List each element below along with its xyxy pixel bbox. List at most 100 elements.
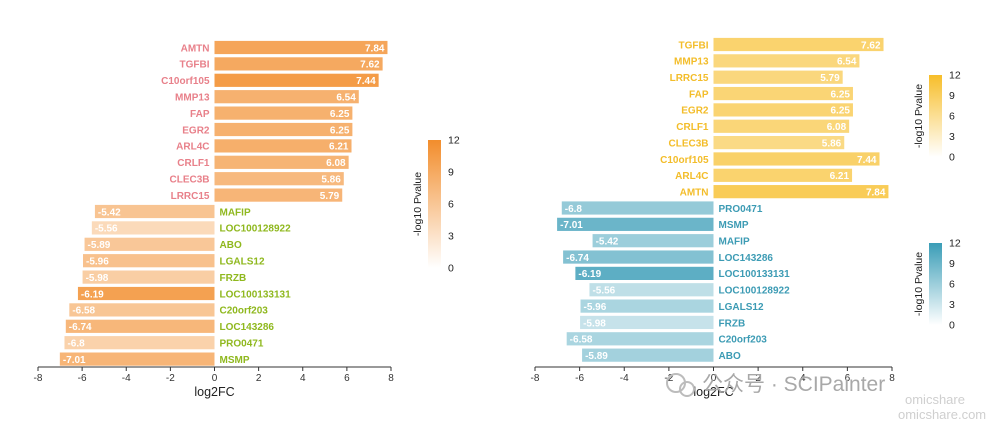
- bar-value-label: 5.86: [321, 175, 341, 186]
- bar-value-label: 6.21: [329, 142, 349, 153]
- bar-value-label: 6.54: [837, 57, 857, 68]
- bar-value-label: -5.56: [592, 286, 615, 297]
- category-label: AMTN: [680, 187, 709, 198]
- legend-tick-up: 6: [949, 111, 955, 123]
- legend-tick-up: 12: [949, 70, 961, 82]
- legend-tick-p0: 3: [448, 231, 454, 243]
- bar-clec3b: [214, 172, 344, 186]
- bar-value-label: 6.21: [830, 171, 850, 182]
- bar-value-label: 5.79: [320, 191, 340, 202]
- x-axis-title: log2FC: [194, 385, 234, 399]
- bar-value-label: 7.84: [365, 43, 385, 54]
- x-tick-label: 8: [388, 373, 394, 384]
- bar-lgals12: [580, 299, 714, 313]
- watermark-logo-icon: [679, 381, 695, 397]
- x-tick-label: -6: [575, 373, 584, 384]
- category-label: PRO0471: [220, 339, 264, 350]
- category-label: MAFIP: [719, 237, 750, 248]
- category-label: LOC143286: [220, 322, 275, 333]
- category-label: CLEC3B: [169, 175, 209, 186]
- bar-fap: [713, 86, 853, 101]
- bar-value-label: 7.44: [857, 155, 877, 166]
- category-label: FAP: [190, 109, 210, 120]
- x-tick-label: -4: [122, 373, 131, 384]
- legend-tick-p0: 9: [448, 167, 454, 179]
- bar-arl4c: [713, 168, 853, 182]
- legend-tick-p0: 6: [448, 199, 454, 211]
- bar-loc100128922: [91, 221, 215, 235]
- bar-fap: [214, 106, 353, 120]
- legend-colorbar-p0: [428, 140, 441, 268]
- bar-value-label: 5.86: [822, 138, 842, 149]
- bar-loc143286: [65, 319, 215, 333]
- bar-frzb: [82, 270, 215, 284]
- category-label: CLEC3B: [668, 138, 708, 149]
- bar-msmp: [557, 217, 714, 231]
- bar-value-label: -5.56: [95, 224, 118, 235]
- bar-value-label: -5.89: [585, 351, 608, 362]
- category-label: LOC100133131: [719, 269, 791, 280]
- bar-mmp13: [214, 90, 359, 104]
- category-label: MMP13: [674, 57, 709, 68]
- bar-tgfbi: [713, 37, 884, 52]
- x-tick-label: 6: [344, 373, 350, 384]
- legend-title-up: -log10 Pvalue: [913, 84, 925, 148]
- x-tick-label: 2: [755, 373, 761, 384]
- bar-amtn: [214, 40, 388, 55]
- bar-c10orf105: [713, 152, 880, 166]
- category-label: LRRC15: [171, 191, 210, 202]
- bar-clec3b: [713, 136, 845, 150]
- legend-tick-p0: 12: [448, 135, 460, 147]
- bar-value-label: -5.98: [583, 318, 606, 329]
- legend-tick-p0: 0: [448, 263, 454, 275]
- category-label: LGALS12: [220, 257, 265, 268]
- x-tick-label: -6: [78, 373, 87, 384]
- legend-tick-down: 12: [949, 238, 961, 250]
- category-label: C10orf105: [660, 155, 709, 166]
- bar-value-label: -7.01: [560, 220, 583, 231]
- category-label: EGR2: [182, 125, 210, 136]
- category-label: TGFBI: [180, 60, 210, 71]
- category-label: MMP13: [175, 93, 210, 104]
- category-label: MSMP: [719, 220, 749, 231]
- bar-value-label: -5.42: [98, 207, 121, 218]
- bar-value-label: 6.54: [336, 93, 356, 104]
- bar-value-label: -5.98: [86, 273, 109, 284]
- bar-value-label: -6.58: [570, 335, 593, 346]
- bar-value-label: -6.74: [69, 322, 92, 333]
- x-tick-label: -8: [531, 373, 540, 384]
- bar-value-label: 5.79: [820, 73, 840, 84]
- bar-value-label: -5.96: [86, 257, 109, 268]
- x-tick-label: 4: [300, 373, 306, 384]
- x-tick-label: 0: [212, 373, 218, 384]
- bar-mafip: [94, 204, 215, 219]
- bar-value-label: 6.08: [326, 158, 346, 169]
- legend-tick-up: 9: [949, 90, 955, 102]
- bar-value-label: 6.08: [827, 122, 847, 133]
- x-tick-label: 0: [711, 373, 717, 384]
- legend-title-p0: -log10 Pvalue: [412, 172, 424, 236]
- legend-tick-down: 6: [949, 279, 955, 291]
- category-label: ARL4C: [675, 171, 708, 182]
- bar-value-label: -6.8: [565, 204, 583, 215]
- legend-tick-up: 0: [949, 152, 955, 164]
- category-label: PRO0471: [719, 204, 763, 215]
- category-label: FRZB: [220, 273, 247, 284]
- category-label: LOC143286: [719, 253, 774, 264]
- x-tick-label: 8: [889, 373, 895, 384]
- bar-amtn: [713, 185, 889, 199]
- bar-abo: [84, 237, 215, 251]
- category-label: CRLF1: [177, 158, 210, 169]
- bar-value-label: -6.58: [72, 306, 95, 317]
- legend-tick-down: 9: [949, 258, 955, 270]
- watermark-text: omicshare.com: [898, 407, 986, 422]
- category-label: LGALS12: [719, 302, 764, 313]
- bar-value-label: 6.25: [330, 109, 350, 120]
- legend-colorbar-up: [929, 75, 942, 157]
- bar-value-label: 7.84: [866, 187, 886, 198]
- bar-crlf1: [713, 119, 850, 133]
- category-label: FAP: [689, 89, 709, 100]
- bar-value-label: 7.62: [360, 60, 380, 71]
- bar-value-label: 6.25: [830, 106, 850, 117]
